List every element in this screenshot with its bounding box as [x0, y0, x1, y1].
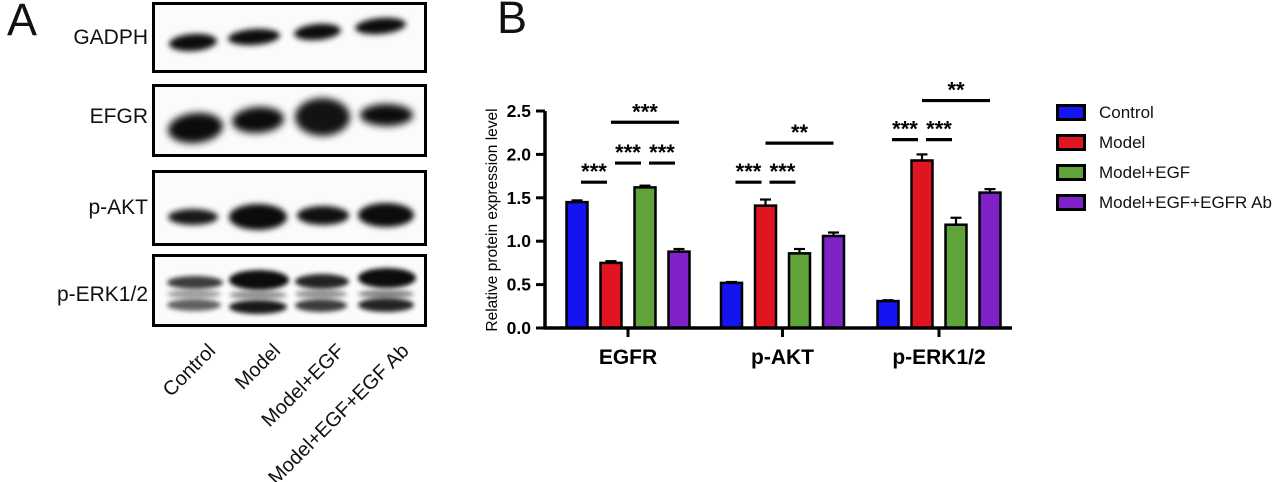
blot-band	[229, 270, 289, 290]
blot-band	[297, 206, 349, 225]
bar	[944, 223, 968, 330]
bar	[910, 159, 934, 330]
x-category-label: p-AKT	[751, 346, 814, 369]
blot-band	[295, 98, 350, 136]
legend-label: Model	[1099, 132, 1146, 152]
legend-label: Control	[1099, 102, 1154, 122]
y-tick-label: 1.0	[507, 231, 532, 251]
bar	[978, 191, 1002, 330]
legend-swatch	[1056, 134, 1086, 151]
blot-box	[152, 2, 427, 73]
x-category-label: p-ERK1/2	[892, 346, 985, 369]
y-tick-label: 2.5	[507, 101, 532, 121]
blot-band	[358, 290, 414, 298]
blot-band	[295, 274, 349, 289]
significance-stars: **	[947, 78, 965, 103]
y-axis-title: Relative protein expression level	[484, 108, 501, 331]
legend-row: Model	[1056, 132, 1272, 152]
bar	[667, 250, 691, 330]
blot-band	[227, 27, 281, 47]
protein-label: p-AKT	[88, 196, 148, 219]
panel-a-blots: A GADPH EFGR p-AKT p-ERK1/2 Control Model Mod…	[0, 0, 450, 482]
x-category-label: EGFR	[599, 346, 657, 369]
significance-stars: ***	[632, 99, 658, 124]
bar	[599, 261, 623, 330]
legend-label: Model+EGF	[1099, 162, 1191, 182]
significance-stars: ***	[736, 159, 762, 184]
significance-stars: ***	[649, 140, 675, 165]
blot-band	[229, 204, 287, 230]
bar	[719, 281, 744, 330]
chart-legend: Control Model Model+EGF Model+EGF+EGFR Ab	[1056, 102, 1272, 224]
legend-swatch	[1056, 194, 1086, 211]
blot-band	[358, 268, 416, 288]
protein-label: GADPH	[73, 26, 148, 49]
y-tick-label: 0.0	[507, 318, 532, 338]
y-tick-label: 1.5	[507, 188, 532, 208]
blot-box	[152, 170, 427, 246]
y-tick-label: 0.5	[507, 275, 532, 295]
bar	[753, 204, 778, 330]
significance-stars: ***	[892, 117, 918, 142]
blot-band	[167, 276, 223, 289]
legend-swatch	[1056, 164, 1086, 181]
significance-stars: ***	[615, 140, 641, 165]
legend-row: Control	[1056, 102, 1272, 122]
blot-band	[167, 290, 221, 298]
significance-stars: ***	[926, 117, 952, 142]
blot-band	[354, 15, 407, 37]
bar	[876, 299, 900, 330]
panel-b-chart: B 0.0 0.5 1.0 1.5 2.0 2.5 EGFR p-AKT p-ERK1/2 ***…	[450, 0, 1280, 482]
legend-label: Model+EGF+EGFR Ab	[1099, 192, 1272, 212]
blot-box	[152, 84, 427, 157]
blot-band	[168, 32, 218, 53]
blot-band	[229, 300, 287, 314]
legend-swatch	[1056, 104, 1086, 121]
blot-band	[295, 299, 347, 312]
blot-band	[167, 299, 221, 311]
blot-band	[295, 290, 347, 298]
y-tick-label: 2.0	[507, 144, 532, 164]
blot-band	[229, 291, 287, 299]
blot-band	[358, 203, 414, 227]
blot-band	[231, 105, 285, 135]
legend-row: Model+EGF+EGFR Ab	[1056, 192, 1272, 212]
lane-label: Control	[158, 340, 220, 402]
significance-stars: ***	[770, 159, 796, 184]
significance-stars: **	[791, 120, 809, 145]
significance-stars: ***	[581, 159, 607, 184]
blot-band	[360, 104, 413, 126]
bar	[633, 186, 657, 330]
bar	[565, 200, 589, 330]
panel-a-label: A	[7, 0, 38, 45]
lane-label: Model	[230, 340, 285, 395]
blot-band	[358, 298, 414, 312]
blot-band	[166, 110, 225, 146]
blot-box	[152, 254, 427, 327]
legend-row: Model+EGF	[1056, 162, 1272, 182]
bar	[787, 252, 812, 330]
protein-label: EFGR	[89, 105, 148, 128]
protein-label: p-ERK1/2	[56, 283, 148, 306]
bar	[821, 234, 846, 330]
blot-band	[168, 209, 218, 225]
panel-b-label: B	[497, 0, 528, 43]
blot-band	[293, 21, 342, 43]
